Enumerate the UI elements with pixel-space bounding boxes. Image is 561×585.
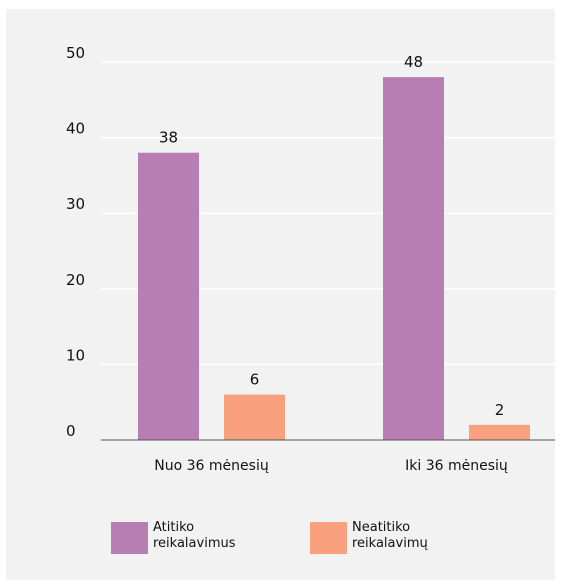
data-label: 6 [250,371,260,389]
legend-item-2: Neatitiko reikalavimų [310,520,462,554]
bar-2-2 [469,424,530,440]
chart-panel [6,9,555,580]
y-tick-label: 10 [66,346,85,364]
data-labels: 38 6 48 2 [159,53,504,419]
y-tick-label: 20 [66,271,85,289]
y-tick-label: 40 [66,120,85,138]
legend-swatch-1 [111,522,148,554]
data-label: 48 [404,53,423,71]
legend: Atitiko reikalavimus Neatitiko reikalavi… [0,520,561,570]
x-category-label: Nuo 36 mėnesių [154,458,269,474]
x-category-label: Iki 36 mėnesių [405,458,508,474]
x-axis-categories: Nuo 36 mėnesių Iki 36 mėnesių [154,458,508,474]
y-tick-label: 30 [66,195,85,213]
data-label: 38 [159,129,178,147]
bars [138,77,530,441]
bar-1-1 [138,152,199,440]
y-axis-ticks: 0 10 20 30 40 50 [66,44,85,440]
y-tick-label: 50 [66,44,85,62]
bar-1-2 [383,77,444,441]
data-label: 2 [495,401,505,419]
bar-2-1 [224,394,285,440]
legend-label-1: Atitiko reikalavimus [153,520,236,551]
legend-item-1: Atitiko reikalavimus [111,520,263,554]
legend-swatch-2 [310,522,347,554]
legend-label-2: Neatitiko reikalavimų [352,520,428,551]
y-tick-label: 0 [66,422,76,440]
